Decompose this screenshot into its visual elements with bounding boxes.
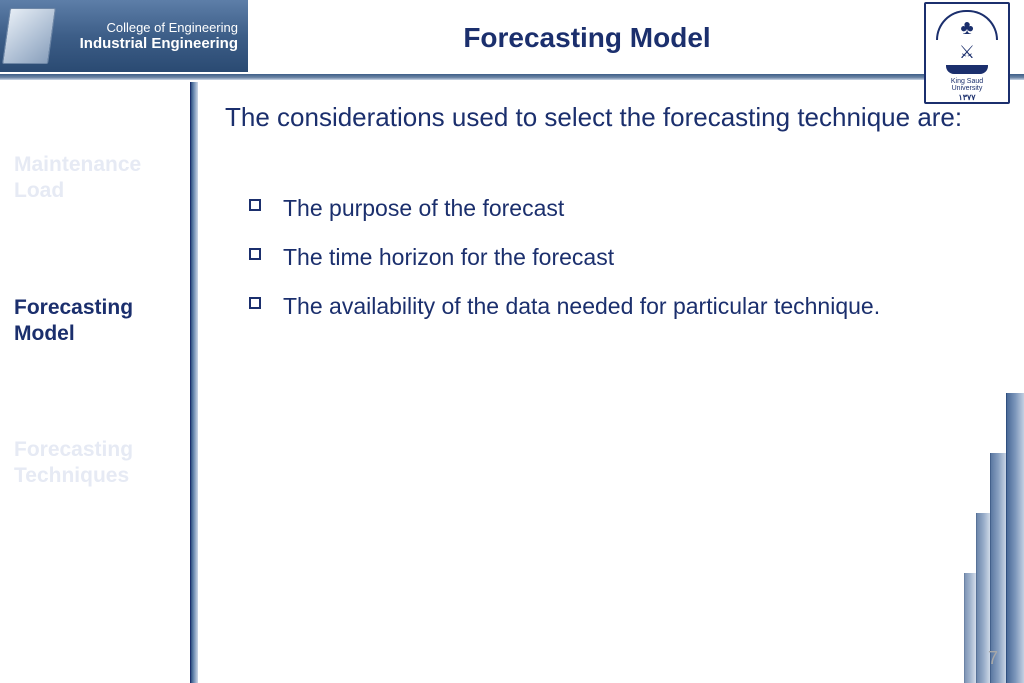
square-bullet-icon xyxy=(249,199,261,211)
slide-header: College of Engineering Industrial Engine… xyxy=(0,0,1024,82)
logo-arch-icon: ♣ xyxy=(936,10,998,40)
palm-icon: ♣ xyxy=(960,18,973,38)
logo-text: King Saud University xyxy=(951,78,983,93)
department-badge: College of Engineering Industrial Engine… xyxy=(0,0,248,72)
square-bullet-icon xyxy=(249,297,261,309)
university-logo: ♣ ⚔ King Saud University ١٣٧٧ xyxy=(924,2,1010,104)
sidebar-item-maintenance-load[interactable]: Maintenance Load xyxy=(14,152,176,205)
department-name: Industrial Engineering xyxy=(62,35,238,52)
college-name: College of Engineering xyxy=(62,20,238,35)
header-divider xyxy=(0,74,1024,80)
sidebar-item-forecasting-techniques[interactable]: Forecasting Techniques xyxy=(14,437,176,490)
sidebar-item-forecasting-model[interactable]: Forecasting Model xyxy=(14,295,176,348)
sidebar-divider xyxy=(190,82,198,683)
list-item: The purpose of the forecast xyxy=(283,193,984,224)
list-item: The availability of the data needed for … xyxy=(283,291,984,322)
book-icon xyxy=(946,65,988,74)
list-item: The time horizon for the forecast xyxy=(283,242,984,273)
page-title: Forecasting Model xyxy=(260,22,914,54)
deco-bar-icon xyxy=(1006,393,1024,683)
bullet-list: The purpose of the forecast The time hor… xyxy=(225,193,984,322)
folder-icon xyxy=(2,8,56,64)
intro-text: The considerations used to select the fo… xyxy=(225,100,984,135)
sidebar-nav: Maintenance Load Forecasting Model Forec… xyxy=(0,82,190,683)
page-number: 7 xyxy=(988,648,998,669)
swords-icon: ⚔ xyxy=(959,42,975,63)
slide: College of Engineering Industrial Engine… xyxy=(0,0,1024,683)
square-bullet-icon xyxy=(249,248,261,260)
department-text: College of Engineering Industrial Engine… xyxy=(62,20,238,52)
content-area: The considerations used to select the fo… xyxy=(225,100,984,643)
